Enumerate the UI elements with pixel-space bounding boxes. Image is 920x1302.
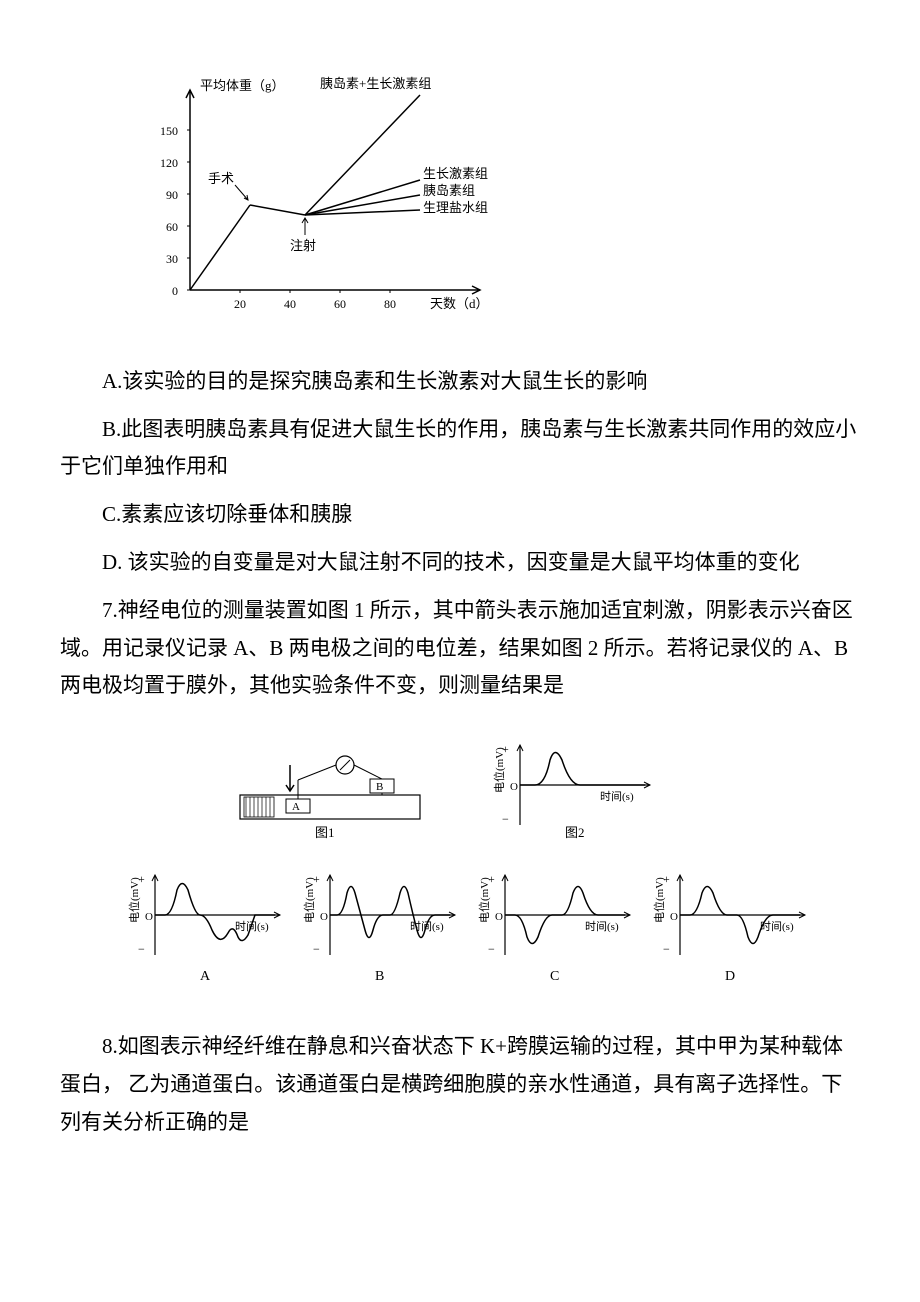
opt-c-ylabel: 电位(mV) — [477, 877, 491, 923]
chart-1-svg: 平均体重（g） 天数（d） 0 30 60 90 120 150 20 40 6… — [140, 70, 520, 330]
xtick-1: 40 — [284, 297, 296, 311]
option-b-text: B.此图表明胰岛素具有促进大鼠生长的作用，胰岛素与生长激素共同作用的效应小于它们… — [60, 417, 856, 479]
opt-c-origin: O — [495, 911, 503, 923]
chart1-xlabel: 天数（d） — [430, 296, 489, 311]
ytick-2: 60 — [166, 220, 178, 234]
ytick-1: 30 — [166, 252, 178, 266]
electrode-a-label: A — [292, 801, 300, 813]
option-a-label: A — [200, 969, 211, 984]
question-8: 8.如图表示神经纤维在静息和兴奋状态下 K+跨膜运输的过程，其中甲为某种载体蛋白… — [60, 1028, 860, 1141]
ytick-3: 90 — [166, 188, 178, 202]
injection-label: 注射 — [290, 238, 316, 253]
xtick-0: 20 — [234, 297, 246, 311]
opt-d-ylabel: 电位(mV) — [652, 877, 666, 923]
ytick-4: 120 — [160, 156, 178, 170]
series-2-label: 胰岛素组 — [423, 183, 475, 198]
opt-b-origin: O — [320, 911, 328, 923]
question-7: 7.神经电位的测量装置如图 1 所示，其中箭头表示施加适宜刺激，阴影表示兴奋区域… — [60, 592, 860, 705]
surgery-label: 手术 — [208, 171, 234, 186]
series-0-label: 胰岛素+生长激素组 — [320, 76, 431, 91]
diagram-q7-svg: A B 图1 + − O 电位(mV) — [120, 725, 820, 995]
fig1-label: 图1 — [315, 825, 335, 840]
option-c: C.素素应该切除垂体和胰腺 — [60, 496, 860, 534]
xtick-3: 80 — [384, 297, 396, 311]
fig2-xlabel: 时间(s) — [600, 790, 634, 803]
opt-b-ylabel: 电位(mV) — [302, 877, 316, 923]
fig2-label: 图2 — [565, 825, 585, 840]
option-c-label: C — [550, 969, 559, 984]
opt-d-origin: O — [670, 911, 678, 923]
opt-a-origin: O — [145, 911, 153, 923]
xtick-2: 60 — [334, 297, 346, 311]
opt-a-ylabel: 电位(mV) — [127, 877, 141, 923]
option-d-label: D — [725, 969, 735, 984]
svg-text:−: − — [663, 942, 670, 956]
option-d: D. 该实验的自变量是对大鼠注射不同的技术，因变量是大鼠平均体重的变化 — [60, 544, 860, 582]
chart1-ylabel: 平均体重（g） — [200, 78, 285, 93]
option-a: A.该实验的目的是探究胰岛素和生长激素对大鼠生长的影响 — [60, 363, 860, 401]
option-b-line1: B.此图表明胰岛素具有促进大鼠生长的作用，胰岛素与生长激素共同作用的效应小于它们… — [60, 411, 860, 487]
series-3-label: 生理盐水组 — [423, 200, 488, 215]
svg-text:−: − — [488, 942, 495, 956]
svg-text:−: − — [138, 942, 145, 956]
ytick-0: 0 — [172, 284, 178, 298]
diagram-q7-container: A B 图1 + − O 电位(mV) — [120, 725, 860, 1008]
opt-c-xlabel: 时间(s) — [585, 920, 619, 933]
chart-1-container: 平均体重（g） 天数（d） 0 30 60 90 120 150 20 40 6… — [140, 70, 860, 343]
fig2-minus: − — [502, 812, 509, 826]
fig2-origin: O — [510, 781, 518, 793]
fig2-ylabel: 电位(mV) — [492, 747, 506, 793]
series-1-label: 生长激素组 — [423, 166, 488, 181]
ytick-5: 150 — [160, 124, 178, 138]
option-b-label: B — [375, 969, 384, 984]
svg-text:−: − — [313, 942, 320, 956]
electrode-b-label: B — [376, 781, 383, 793]
